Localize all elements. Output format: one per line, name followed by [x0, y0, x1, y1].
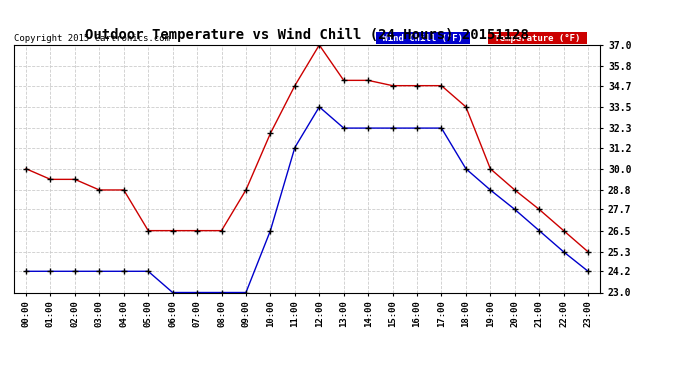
- Text: Wind Chill (°F): Wind Chill (°F): [377, 33, 469, 42]
- Title: Outdoor Temperature vs Wind Chill (24 Hours) 20151128: Outdoor Temperature vs Wind Chill (24 Ho…: [85, 28, 529, 42]
- Text: Temperature (°F): Temperature (°F): [489, 33, 586, 42]
- Text: Copyright 2015 Cartronics.com: Copyright 2015 Cartronics.com: [14, 33, 170, 42]
